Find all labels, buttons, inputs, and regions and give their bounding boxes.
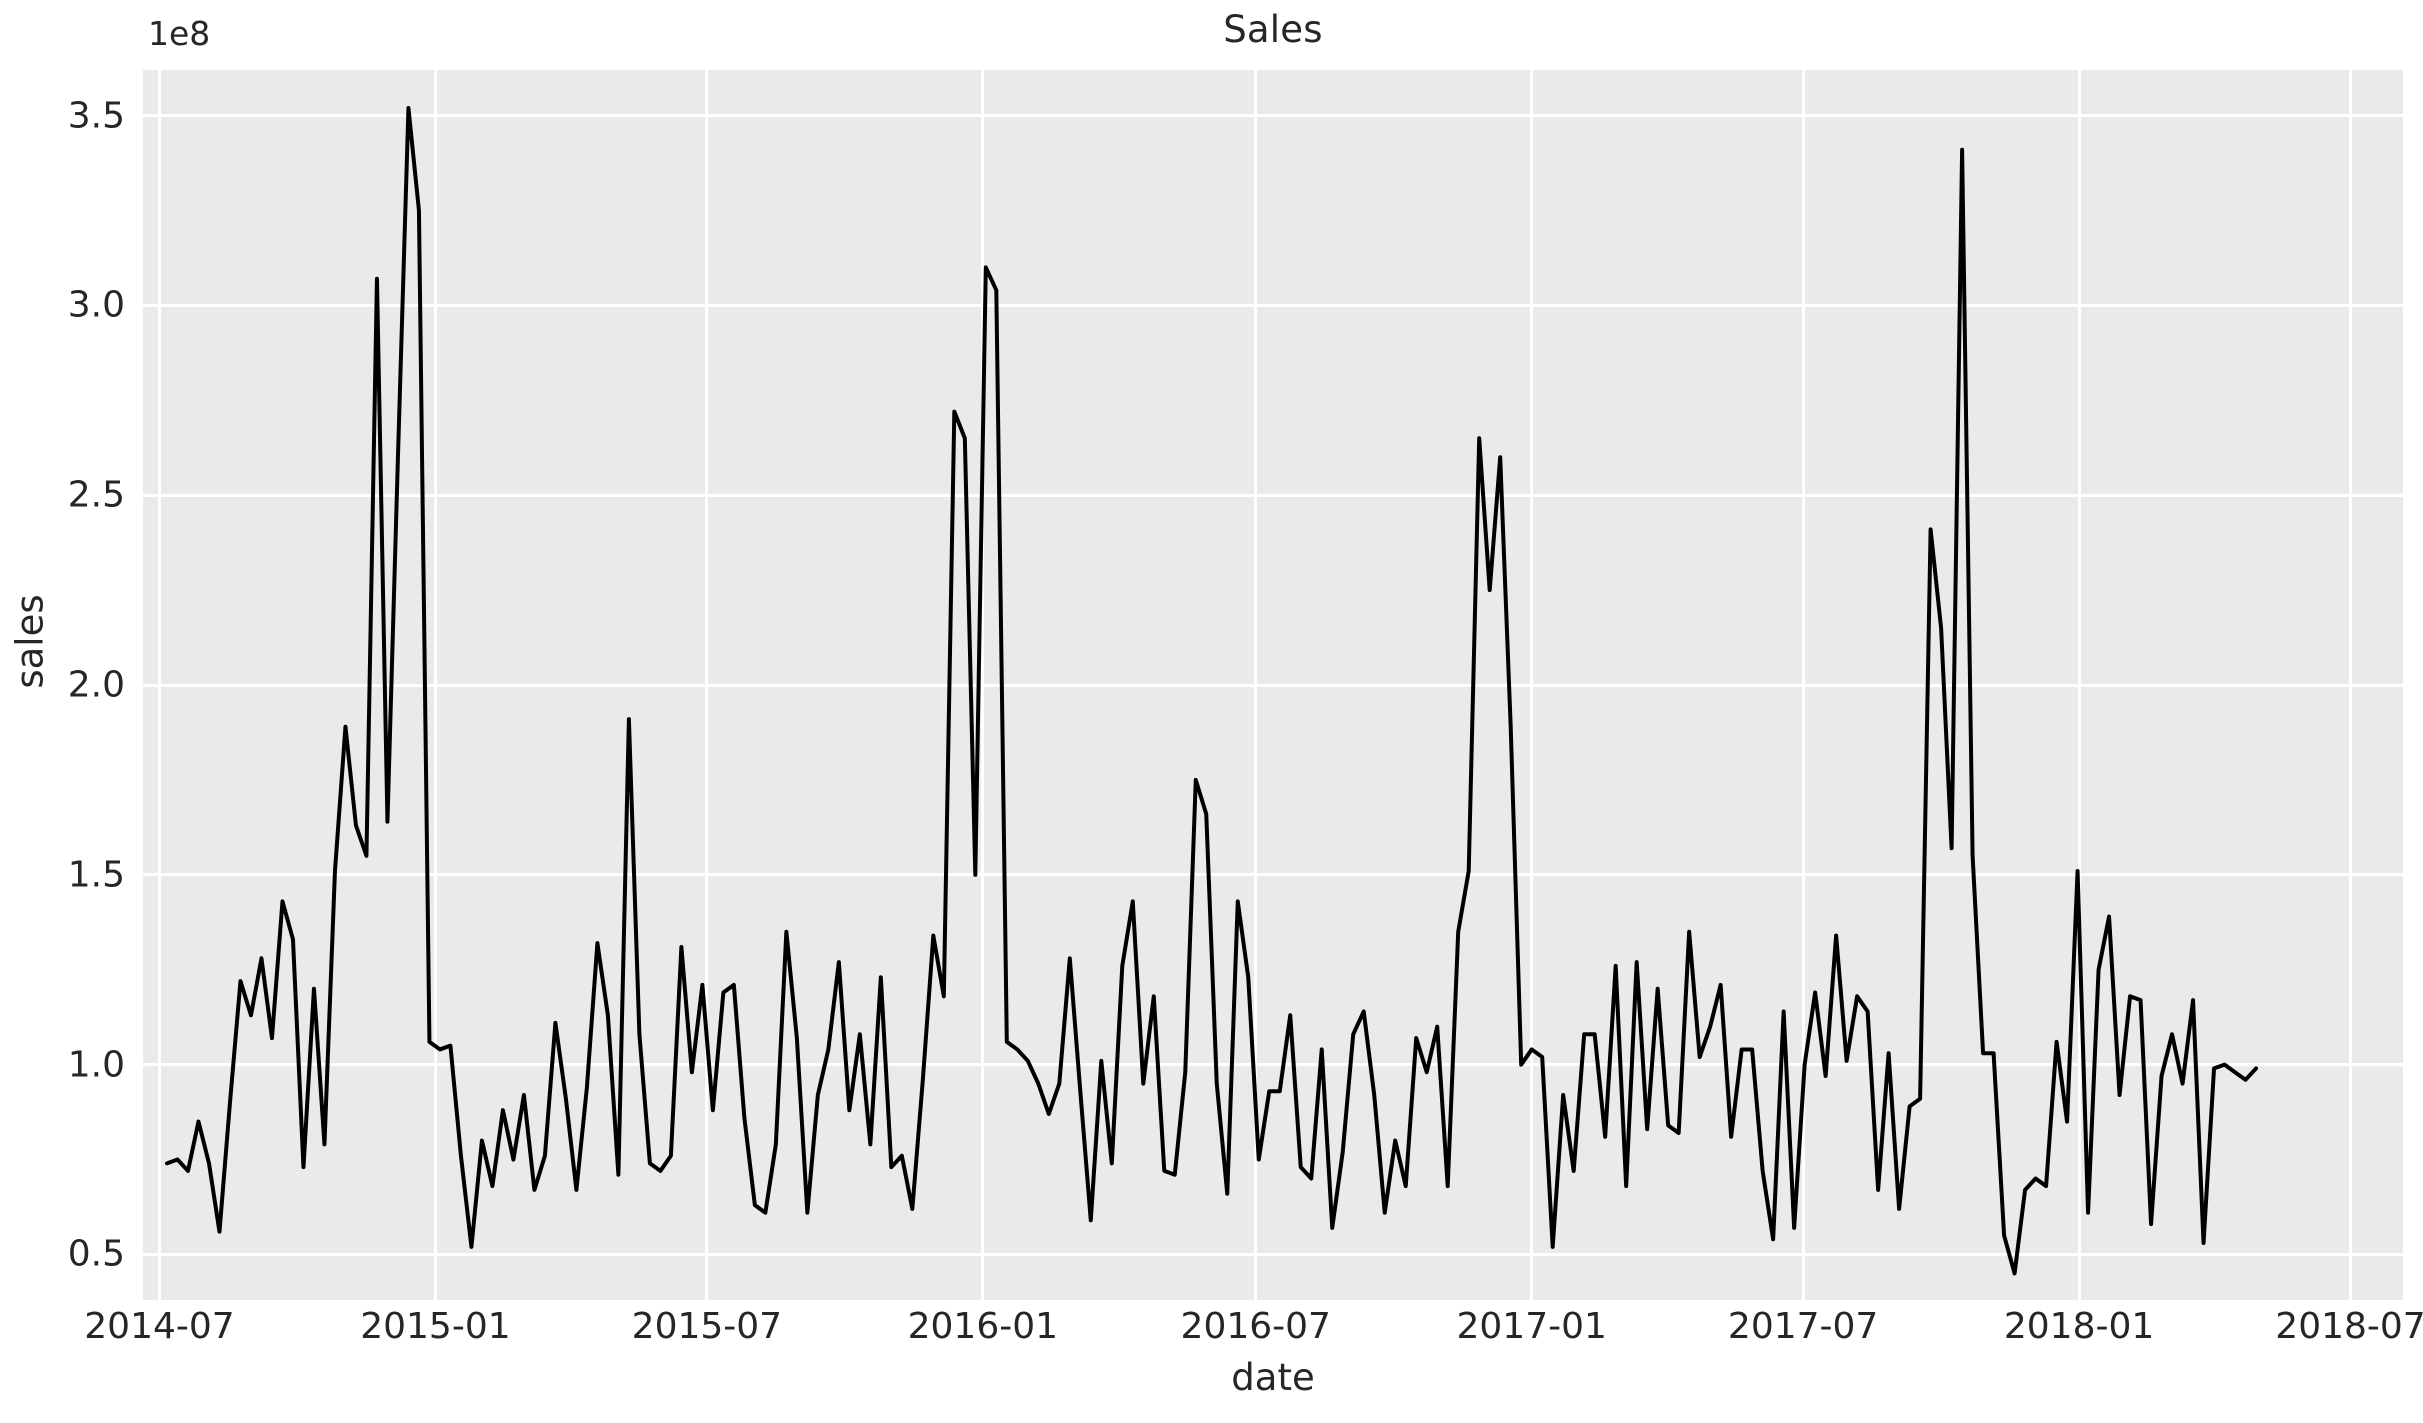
y-tick-label: 2.0	[67, 664, 125, 706]
x-axis-tick-labels: 2014-07 2015-01 2015-07 2016-01 2016-07 2017-…	[84, 1300, 2423, 1360]
gridline-vertical	[1801, 70, 1805, 1300]
x-tick-label: 2017-01	[1456, 1306, 1607, 1347]
gridline-horizontal	[143, 303, 2403, 307]
y-tick-label: 0.5	[67, 1233, 125, 1275]
x-tick-label: 2014-07	[84, 1306, 235, 1347]
gridline-vertical	[1254, 70, 1258, 1300]
gridline-horizontal	[143, 683, 2403, 687]
gridline-horizontal	[143, 873, 2403, 877]
data-line-svg	[143, 70, 2403, 1300]
x-tick-label: 2015-07	[631, 1306, 783, 1347]
gridline-vertical	[1530, 70, 1534, 1300]
y-axis-offset-label: 1e8	[148, 14, 211, 53]
y-tick-label: 1.5	[67, 854, 125, 896]
y-tick-label: 1.0	[67, 1044, 125, 1086]
gridline-vertical	[705, 70, 709, 1300]
gridline-horizontal	[143, 1252, 2403, 1256]
gridline-horizontal	[143, 114, 2403, 118]
x-tick-label: 2016-07	[1180, 1306, 1331, 1347]
y-tick-label: 2.5	[67, 474, 125, 516]
x-tick-label: 2018-01	[2003, 1306, 2155, 1347]
gridline-vertical	[2077, 70, 2081, 1300]
plot-area	[143, 70, 2403, 1300]
x-tick-label: 2017-07	[1727, 1306, 1879, 1347]
x-axis-label: date	[1231, 1356, 1315, 1399]
x-tick-label: 2018-07	[2275, 1306, 2423, 1347]
gridline-horizontal	[143, 493, 2403, 497]
y-tick-label: 3.5	[67, 95, 125, 137]
x-tick-label: 2015-01	[360, 1306, 511, 1347]
gridline-horizontal	[143, 1063, 2403, 1067]
gridline-vertical	[157, 70, 161, 1300]
chart-title: Sales	[1223, 8, 1323, 51]
sales-line	[167, 108, 2256, 1273]
y-axis-label: sales	[8, 594, 52, 689]
x-tick-label: 2016-01	[907, 1306, 1059, 1347]
gridline-vertical	[981, 70, 985, 1300]
y-tick-label: 3.0	[67, 284, 125, 326]
y-axis-tick-labels: 0.5 1.0 1.5 2.0 2.5 3.0 3.5	[0, 70, 125, 1300]
gridline-vertical	[433, 70, 437, 1300]
gridline-vertical	[2349, 70, 2352, 1300]
